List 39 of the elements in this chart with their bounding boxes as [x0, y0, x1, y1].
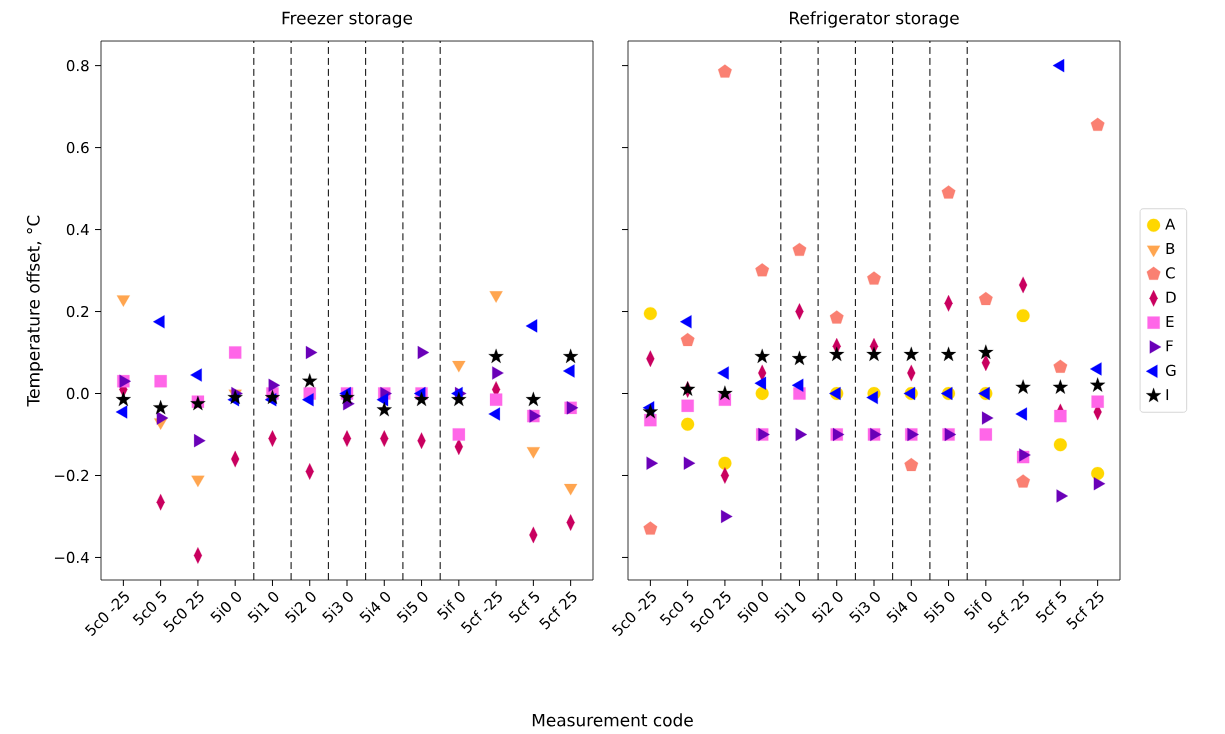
legend-label: F	[1166, 340, 1173, 352]
y-tick-label: 0.4	[66, 223, 89, 236]
y-axis-title: Temperature offset, °C	[26, 215, 43, 407]
x-tick-label: 5i2 0	[811, 591, 843, 623]
legend-label: G	[1165, 364, 1176, 376]
x-tick-label: 5i2 0	[284, 591, 316, 623]
x-tick-label: 5i1 0	[774, 591, 806, 623]
x-tick-label: 5i0 0	[737, 591, 768, 623]
x-tick-label: 5c0 -25	[84, 591, 129, 637]
x-tick-label: 5if 0	[436, 591, 465, 620]
x-tick-label: 5i0 0	[210, 591, 241, 623]
x-tick-label: 5i5 0	[923, 591, 955, 623]
x-tick-label: 5i3 0	[849, 591, 880, 623]
x-tick-label: 5i1 0	[247, 591, 279, 623]
y-tick-label: 0.8	[66, 59, 89, 72]
legend-label: B	[1166, 243, 1175, 254]
legend-label: D	[1166, 291, 1176, 303]
chart-title: Refrigerator storage	[790, 11, 959, 28]
x-tick-label: 5if 0	[963, 591, 992, 620]
x-tick-label: 5cf 5	[1035, 591, 1067, 623]
x-tick-label: 5i4 0	[886, 591, 918, 623]
y-tick-label: 0.2	[66, 305, 89, 318]
legend-label: C	[1165, 267, 1175, 279]
x-tick-label: 5cf 25	[1066, 591, 1104, 630]
x-axis-title: Measurement code	[532, 713, 693, 727]
x-tick-label: 5i3 0	[322, 591, 353, 623]
legend-label: A	[1165, 218, 1176, 230]
y-tick-label: 0.6	[66, 141, 89, 154]
y-tick-label: 0.0	[66, 387, 89, 400]
x-tick-label: 5i4 0	[359, 591, 391, 623]
legend-label: E	[1166, 316, 1174, 327]
x-tick-label: 5i5 0	[396, 591, 428, 623]
x-tick-label: 5c0 -25	[611, 591, 656, 637]
chart-title: Freezer storage	[282, 11, 413, 28]
y-tick-label: −0.2	[54, 469, 89, 482]
y-tick-label: −0.4	[54, 551, 89, 564]
x-tick-label: 5cf 25	[539, 591, 577, 630]
x-tick-label: 5cf 5	[508, 591, 540, 623]
legend-label: I	[1166, 389, 1169, 401]
